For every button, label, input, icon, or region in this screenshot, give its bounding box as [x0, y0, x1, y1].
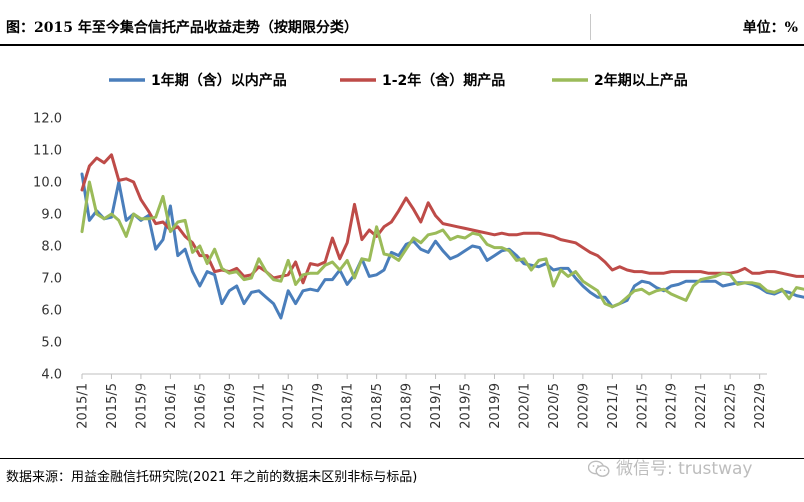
x-tick-label: 2020/9: [576, 383, 591, 429]
plot-area: [80, 153, 804, 320]
y-tick-label: 6.0: [41, 304, 62, 319]
y-tick-label: 9.0: [41, 208, 62, 223]
x-tick-label: 2022/5: [724, 383, 739, 429]
y-tick-label: 5.0: [41, 336, 62, 351]
x-tick-label: 2021/9: [665, 383, 680, 429]
x-tick-label: 2021/5: [635, 383, 650, 429]
x-tick-label: 2016/5: [193, 383, 208, 429]
legend-label: 1年期（含）以内产品: [151, 72, 287, 89]
line-chart: 1年期（含）以内产品 1-2年（含）期产品 2年期以上产品 4.0 5.0 6.0 7.0…: [33, 72, 804, 429]
x-tick-label: 2019/9: [488, 383, 503, 429]
x-tick-label: 2020/5: [547, 383, 562, 429]
x-tick-label: 2019/1: [429, 383, 444, 429]
x-tick-label: 2018/9: [400, 383, 415, 429]
x-axis: 2015/1 2015/5 2015/9 2016/1 2016/5 2016/9 2017…: [76, 373, 768, 429]
y-tick-label: 11.0: [33, 144, 62, 159]
x-tick-label: 2015/5: [105, 383, 120, 429]
chart-title: 图：2015 年至今集合信托产品收益走势（按期限分类）: [6, 20, 358, 36]
y-tick-label: 8.0: [41, 240, 62, 255]
chart-legend: 1年期（含）以内产品 1-2年（含）期产品 2年期以上产品: [109, 72, 688, 89]
y-tick-label: 10.0: [33, 176, 62, 191]
x-tick-label: 2019/5: [459, 383, 474, 429]
x-tick-label: 2016/9: [223, 383, 238, 429]
y-tick-label: 12.0: [33, 112, 62, 127]
x-tick-label: 2015/1: [76, 383, 91, 429]
x-tick-label: 2017/1: [252, 383, 267, 429]
x-tick-label: 2016/1: [164, 383, 179, 429]
legend-label: 2年期以上产品: [594, 72, 688, 89]
x-tick-label: 2017/5: [282, 383, 297, 429]
watermark-text: 微信号: trustway: [616, 459, 753, 479]
legend-label: 1-2年（含）期产品: [382, 72, 505, 89]
wechat-watermark: 微信号: trustway: [588, 454, 752, 479]
chart-header: 图：2015 年至今集合信托产品收益走势（按期限分类） 单位：%: [0, 0, 804, 44]
x-tick-label: 2018/1: [341, 383, 356, 429]
unit-label: 单位：%: [742, 20, 798, 36]
header-divider: [590, 14, 591, 40]
data-source-note: 数据来源：用益金融信托研究院(2021 年之前的数据未区别非标与标品): [6, 470, 418, 485]
footer-rule: [0, 458, 804, 459]
x-tick-label: 2017/9: [311, 383, 326, 429]
series-line-2: [80, 153, 804, 285]
x-tick-label: 2015/9: [134, 383, 149, 429]
header-rule: [0, 44, 804, 46]
series-line-1: [80, 172, 804, 320]
x-tick-label: 2021/1: [606, 383, 621, 429]
y-tick-label: 4.0: [41, 368, 62, 383]
y-axis: 4.0 5.0 6.0 7.0 8.0 9.0 10.0 11.0 12.0: [33, 112, 62, 383]
x-tick-label: 2022/9: [753, 383, 768, 429]
x-tick-label: 2020/1: [517, 383, 532, 429]
wechat-icon: [588, 460, 610, 477]
x-tick-label: 2018/5: [370, 383, 385, 429]
y-tick-label: 7.0: [41, 272, 62, 287]
series-line-3: [80, 180, 804, 309]
x-tick-label: 2022/1: [694, 383, 709, 429]
